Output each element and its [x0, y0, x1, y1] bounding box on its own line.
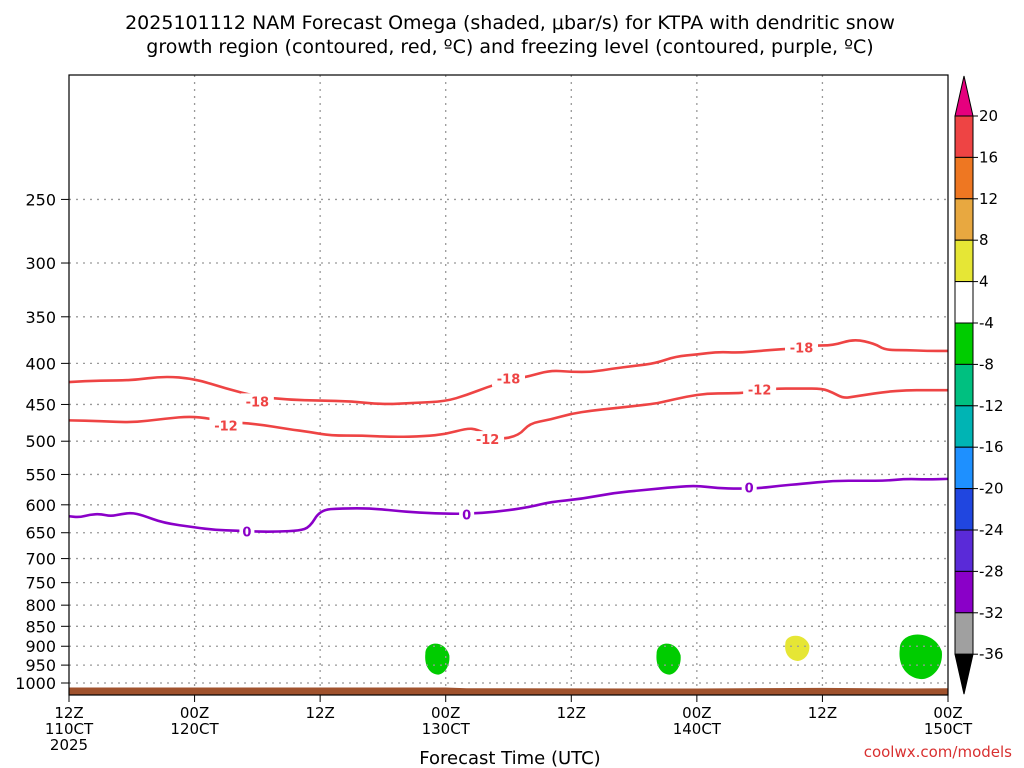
credit-text: coolwx.com/models — [864, 743, 1012, 761]
colorbar-label: -8 — [979, 355, 994, 373]
contour-label-bg — [459, 506, 475, 523]
contour-label: -18 — [790, 341, 814, 356]
y-tick-label: 950 — [25, 656, 56, 675]
y-tick-label: 550 — [25, 465, 56, 484]
colorbar-label: -16 — [979, 438, 1004, 456]
contour-label: -18 — [246, 395, 270, 410]
contour-label-bg — [209, 417, 243, 434]
x-tick-label: 12Z — [808, 704, 837, 722]
contour-label-bg — [240, 393, 274, 410]
colorbar-segment — [954, 529, 974, 572]
omega-shade-blob — [425, 643, 450, 675]
colorbar-segment — [954, 156, 974, 200]
x-tick-label: 120CT — [170, 720, 219, 738]
y-tick-label: 350 — [25, 308, 56, 327]
colorbar-label: -12 — [979, 397, 1004, 415]
colorbar-triangle-bottom — [954, 653, 974, 695]
terrain-surface — [69, 687, 948, 695]
contour-label-bg — [492, 370, 525, 387]
contour-label-bg — [741, 479, 757, 496]
colorbar-label: -20 — [979, 480, 1004, 498]
colorbar-segment — [954, 198, 974, 241]
y-tick-label: 700 — [25, 550, 56, 569]
colorbar-triangle-top — [954, 75, 974, 117]
y-tick-label: 900 — [25, 637, 56, 656]
contour-label: 0 — [745, 482, 754, 497]
contour-label: -12 — [214, 420, 238, 435]
contour-label-bg — [239, 523, 255, 540]
colorbar-segment — [954, 405, 974, 448]
colorbar-label: -28 — [979, 562, 1004, 580]
colorbar-label: 12 — [979, 190, 998, 208]
colorbar-segment — [954, 281, 974, 324]
x-tick-label: 12Z — [557, 704, 586, 722]
y-tick-label: 1000 — [15, 674, 56, 693]
omega-shade-blob — [656, 643, 681, 675]
plot-area: 2503003504004505005506006507007508008509… — [15, 74, 973, 754]
colorbar-label: -32 — [979, 604, 1004, 622]
x-tick-label: 150CT — [924, 720, 973, 738]
contour-label: 0 — [242, 526, 251, 541]
y-tick-label: 650 — [25, 524, 56, 543]
contour-freezing_level_0 — [68, 477, 949, 533]
y-tick-label: 450 — [25, 395, 56, 414]
omega-shade-blob — [785, 635, 810, 661]
contour-label: -12 — [476, 433, 500, 448]
colorbar-label: 4 — [979, 273, 989, 291]
omega-shade-blob — [899, 634, 942, 680]
contour-label: 0 — [462, 509, 471, 524]
colorbar-segment — [954, 115, 974, 158]
x-tick-label: 00Z — [933, 704, 962, 722]
contour-label: -12 — [748, 383, 772, 398]
contour-label-bg — [785, 339, 818, 356]
colorbar-segment — [954, 322, 974, 365]
x-tick-label: 2025 — [50, 736, 88, 754]
colorbar-label: 16 — [979, 148, 998, 166]
y-tick-label: 250 — [25, 190, 56, 209]
colorbar-segment — [954, 570, 974, 614]
x-tick-label: 00Z — [180, 704, 209, 722]
y-tick-label: 500 — [25, 432, 56, 451]
x-tick-label: 12Z — [305, 704, 334, 722]
colorbar: 20 16 12 8 4 -4 -8 -12 -16 -20 -24 -28 -32 -36 — [954, 75, 1004, 695]
x-tick-label: 12Z — [54, 704, 83, 722]
x-tick-label: 00Z — [431, 704, 460, 722]
colorbar-label: -24 — [979, 521, 1004, 539]
colorbar-label: 8 — [979, 231, 989, 249]
y-tick-label: 850 — [25, 617, 56, 636]
y-tick-label: 600 — [25, 496, 56, 515]
contour-label-bg — [743, 381, 777, 398]
colorbar-segment — [954, 363, 974, 407]
colorbar-label: -4 — [979, 314, 994, 332]
plot-frame — [68, 74, 949, 696]
y-tick-label: 750 — [25, 574, 56, 593]
y-tick-label: 400 — [25, 354, 56, 373]
colorbar-segment — [954, 488, 974, 531]
contour-label-bg — [471, 431, 505, 448]
x-tick-label: 00Z — [682, 704, 711, 722]
chart-title-line1: 2025101112 NAM Forecast Omega (shaded, μ… — [125, 12, 895, 34]
x-tick-label: 140CT — [673, 720, 722, 738]
contour-dgz_minus12 — [68, 387, 948, 440]
x-tick-label: 110CT — [45, 720, 94, 738]
colorbar-segment — [954, 446, 974, 490]
colorbar-label: 20 — [979, 107, 998, 125]
colorbar-segment — [954, 239, 974, 283]
y-tick-label: 800 — [25, 596, 56, 615]
y-tick-label: 300 — [25, 254, 56, 273]
colorbar-segment — [954, 612, 974, 655]
contour-label: -18 — [497, 373, 521, 388]
x-axis-title: Forecast Time (UTC) — [419, 748, 600, 768]
colorbar-label: -36 — [979, 645, 1004, 663]
chart-title-line2: growth region (contoured, red, ºC) and f… — [146, 36, 873, 58]
x-tick-label: 130CT — [422, 720, 471, 738]
